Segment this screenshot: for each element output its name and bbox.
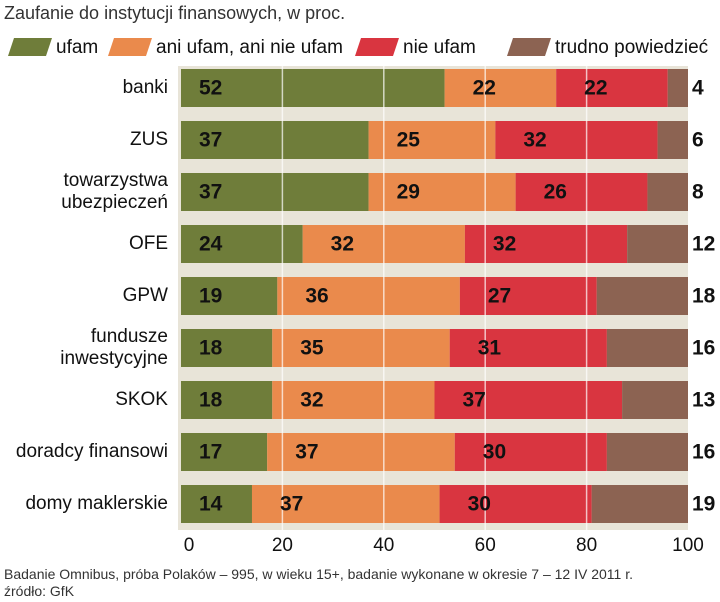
category-label: OFE <box>128 233 168 254</box>
value-label: 32 <box>493 233 516 256</box>
x-tick-label: 80 <box>576 535 597 556</box>
value-label: 6 <box>692 129 704 152</box>
bar-segment <box>622 381 688 419</box>
note: Badanie Omnibus, próba Polaków – 995, w … <box>4 566 633 582</box>
value-label: 30 <box>468 493 491 516</box>
value-label: 24 <box>199 233 223 256</box>
x-tick-label: 40 <box>373 535 394 556</box>
value-label: 22 <box>584 77 607 100</box>
value-label: 25 <box>397 129 421 152</box>
bar-segment <box>444 69 557 107</box>
bar-segment <box>667 69 688 107</box>
value-label: 27 <box>488 285 511 308</box>
x-tick-label: 100 <box>672 535 704 556</box>
bar-segment <box>657 121 688 159</box>
bar-segment <box>368 121 496 159</box>
value-label: 14 <box>199 493 223 516</box>
x-tick-label: 60 <box>475 535 496 556</box>
bar-segment <box>434 381 623 419</box>
bar-segment <box>606 329 688 367</box>
bar-segment <box>591 485 688 523</box>
value-label: 26 <box>544 181 567 204</box>
value-label: 16 <box>692 337 715 360</box>
value-label: 29 <box>397 181 420 204</box>
bar-segment <box>272 329 450 367</box>
value-label: 32 <box>523 129 546 152</box>
category-label: ZUS <box>130 129 168 150</box>
value-label: 36 <box>305 285 328 308</box>
bar-segment <box>181 329 273 367</box>
category-label: domy maklerskie <box>25 493 168 514</box>
bar-segment <box>515 173 648 211</box>
bar-segment <box>449 329 607 367</box>
bar-segment <box>277 277 460 315</box>
value-label: 32 <box>300 389 323 412</box>
bar-segment <box>181 69 445 107</box>
value-label: 37 <box>199 129 222 152</box>
bar-segment <box>556 69 668 107</box>
category-label: fundusze inwestycyjne <box>60 326 168 369</box>
bar-segment <box>181 173 369 211</box>
category-label: banki <box>122 77 168 98</box>
value-label: 4 <box>692 77 704 100</box>
x-tick-label: 20 <box>272 535 293 556</box>
bar-segment <box>464 225 628 263</box>
value-label: 8 <box>692 181 704 204</box>
legend-label: ani ufam, ani nie ufam <box>156 37 343 58</box>
value-label: 18 <box>199 389 223 412</box>
legend-swatch <box>355 38 399 56</box>
value-label: 13 <box>692 389 715 412</box>
category-label: doradcy finansowi <box>15 441 168 462</box>
value-label: 22 <box>473 77 496 100</box>
value-label: 12 <box>692 233 715 256</box>
bar-segment <box>495 121 658 159</box>
bar-segment <box>459 277 597 315</box>
value-label: 19 <box>692 493 715 516</box>
chart-title: Zaufanie do instytucji finansowych, w pr… <box>4 3 345 23</box>
value-label: 37 <box>463 389 486 412</box>
legend-label: trudno powiedzieć <box>555 37 708 58</box>
bar-segment <box>627 225 688 263</box>
legend-label: ufam <box>56 37 98 58</box>
legend-swatch <box>507 38 551 56</box>
bar-segment <box>251 485 440 523</box>
value-label: 32 <box>331 233 354 256</box>
value-label: 18 <box>199 337 223 360</box>
category-label: SKOK <box>115 389 168 410</box>
bar-segment <box>181 485 252 523</box>
note: źródło: GfK <box>4 583 75 599</box>
value-label: 37 <box>199 181 222 204</box>
value-label: 31 <box>478 337 502 360</box>
bar-segment <box>368 173 516 211</box>
value-label: 37 <box>280 493 303 516</box>
category-label: GPW <box>122 285 168 306</box>
bar-segment <box>181 381 273 419</box>
category-label: towarzystwa ubezpieczeń <box>61 170 168 213</box>
bar-segment <box>181 277 278 315</box>
value-label: 19 <box>199 285 222 308</box>
bar-segment <box>272 381 435 419</box>
legend-label: nie ufam <box>403 37 476 58</box>
legend-swatch <box>8 38 52 56</box>
bar-segment <box>181 433 268 471</box>
bar-segment <box>454 433 607 471</box>
bar-segment <box>606 433 688 471</box>
value-label: 52 <box>199 77 222 100</box>
x-tick-label: 0 <box>184 535 195 556</box>
value-label: 30 <box>483 441 506 464</box>
bar-segment <box>647 173 688 211</box>
bar-segment <box>181 121 369 159</box>
value-label: 17 <box>199 441 222 464</box>
value-label: 16 <box>692 441 715 464</box>
bar-segment <box>439 485 592 523</box>
value-label: 37 <box>295 441 318 464</box>
bar-segment <box>596 277 688 315</box>
value-label: 35 <box>300 337 324 360</box>
value-label: 18 <box>692 285 716 308</box>
legend-swatch <box>108 38 152 56</box>
bar-segment <box>267 433 455 471</box>
